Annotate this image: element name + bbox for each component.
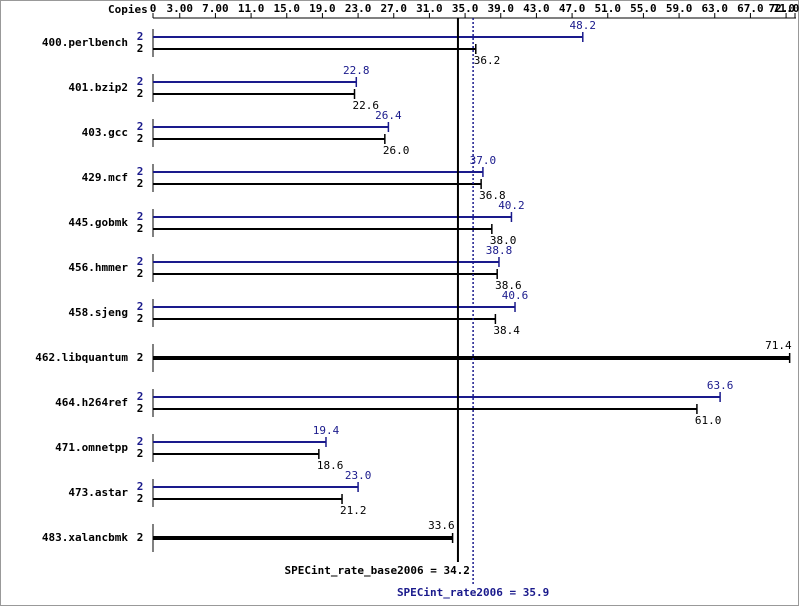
value-label: 61.0 bbox=[695, 414, 722, 427]
benchmark-label: 403.gcc bbox=[82, 126, 128, 139]
benchmark-label: 445.gobmk bbox=[68, 216, 128, 229]
value-label: 33.6 bbox=[428, 519, 455, 532]
x-tick-label: 15.0 bbox=[274, 2, 301, 15]
value-label: 38.6 bbox=[495, 279, 522, 292]
copies-label: 2 bbox=[137, 30, 144, 43]
value-label: 38.8 bbox=[486, 244, 513, 257]
x-tick-label: 55.0 bbox=[630, 2, 657, 15]
benchmark-label: 401.bzip2 bbox=[68, 81, 128, 94]
value-label: 23.0 bbox=[345, 469, 372, 482]
x-tick-label: 35.0 bbox=[452, 2, 479, 15]
x-tick-label: 31.0 bbox=[416, 2, 443, 15]
copies-label: 2 bbox=[137, 42, 144, 55]
copies-label: 2 bbox=[137, 255, 144, 268]
x-tick-label: 72.0 bbox=[769, 2, 796, 15]
x-tick-label: 47.0 bbox=[559, 2, 586, 15]
value-label: 36.8 bbox=[479, 189, 506, 202]
copies-label: 2 bbox=[137, 492, 144, 505]
value-label: 40.2 bbox=[498, 199, 525, 212]
value-label: 22.6 bbox=[353, 99, 380, 112]
copies-label: 2 bbox=[137, 402, 144, 415]
x-tick-label: 43.0 bbox=[523, 2, 550, 15]
x-tick-label: 23.0 bbox=[345, 2, 372, 15]
benchmark-label: 464.h264ref bbox=[55, 396, 128, 409]
x-tick-label: 71.0 bbox=[773, 2, 799, 15]
copies-label: 2 bbox=[137, 75, 144, 88]
copies-label: 2 bbox=[137, 120, 144, 133]
value-label: 22.8 bbox=[343, 64, 370, 77]
x-tick-label: 27.0 bbox=[381, 2, 408, 15]
copies-label: 2 bbox=[137, 447, 144, 460]
benchmark-label: 456.hmmer bbox=[68, 261, 128, 274]
x-tick-label: 0 bbox=[150, 2, 157, 15]
value-label: 18.6 bbox=[317, 459, 344, 472]
benchmark-label: 458.sjeng bbox=[68, 306, 128, 319]
copies-label: 2 bbox=[137, 531, 144, 544]
value-label: 37.0 bbox=[470, 154, 497, 167]
copies-label: 2 bbox=[137, 390, 144, 403]
benchmark-label: 471.omnetpp bbox=[55, 441, 128, 454]
value-label: 21.2 bbox=[340, 504, 367, 517]
x-tick-label: 19.0 bbox=[309, 2, 336, 15]
benchmark-label: 462.libquantum bbox=[35, 351, 128, 364]
axis-label: Copies bbox=[108, 3, 148, 16]
value-label: 40.6 bbox=[502, 289, 529, 302]
copies-label: 2 bbox=[137, 300, 144, 313]
copies-label: 2 bbox=[137, 267, 144, 280]
copies-label: 2 bbox=[137, 351, 144, 364]
copies-label: 2 bbox=[137, 435, 144, 448]
x-tick-label: 51.0 bbox=[595, 2, 622, 15]
copies-label: 2 bbox=[137, 312, 144, 325]
value-label: 38.4 bbox=[493, 324, 520, 337]
x-tick-label: 11.0 bbox=[238, 2, 265, 15]
copies-label: 2 bbox=[137, 480, 144, 493]
reference-label: SPECint_rate_base2006 = 34.2 bbox=[285, 564, 470, 577]
copies-label: 2 bbox=[137, 177, 144, 190]
x-tick-label: 59.0 bbox=[666, 2, 693, 15]
value-label: 36.2 bbox=[474, 54, 501, 67]
reference-label: SPECint_rate2006 = 35.9 bbox=[397, 586, 549, 599]
benchmark-label: 483.xalancbmk bbox=[42, 531, 128, 544]
value-label: 38.0 bbox=[490, 234, 517, 247]
value-label: 48.2 bbox=[570, 19, 597, 32]
benchmark-label: 473.astar bbox=[68, 486, 128, 499]
copies-label: 2 bbox=[137, 165, 144, 178]
x-tick-label: 39.0 bbox=[488, 2, 515, 15]
benchmark-label: 400.perlbench bbox=[42, 36, 128, 49]
x-tick-label: 7.00 bbox=[202, 2, 229, 15]
value-label: 26.0 bbox=[383, 144, 410, 157]
x-tick-label: 63.0 bbox=[702, 2, 729, 15]
copies-label: 2 bbox=[137, 210, 144, 223]
value-label: 26.4 bbox=[375, 109, 402, 122]
x-tick-label: 3.00 bbox=[167, 2, 194, 15]
value-label: 19.4 bbox=[313, 424, 340, 437]
x-tick-label: 67.0 bbox=[737, 2, 764, 15]
value-label: 71.4 bbox=[765, 339, 792, 352]
copies-label: 2 bbox=[137, 87, 144, 100]
copies-label: 2 bbox=[137, 222, 144, 235]
copies-label: 2 bbox=[137, 132, 144, 145]
benchmark-label: 429.mcf bbox=[82, 171, 128, 184]
value-label: 63.6 bbox=[707, 379, 734, 392]
